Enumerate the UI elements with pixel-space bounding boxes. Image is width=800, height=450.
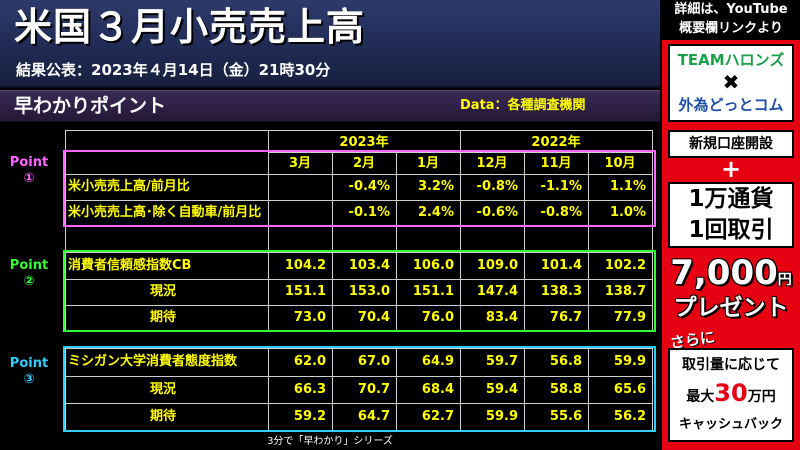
table-cell: 56.8 — [549, 354, 582, 369]
cashback-amount: 最大30万円 — [686, 379, 776, 407]
table-cell: 65.6 — [613, 382, 646, 397]
table-cell: 103.4 — [348, 258, 390, 273]
table-cell: 2.4% — [417, 205, 454, 220]
table-cell: 106.0 — [412, 258, 454, 273]
row-label-retail-ex-auto: 米小売売上高･除く自動車/前月比 — [68, 205, 262, 220]
table-cell: 58.8 — [549, 382, 582, 397]
table-cell: 83.4 — [485, 310, 518, 325]
table-cell: 73.0 — [293, 310, 326, 325]
table-cell: 64.9 — [421, 354, 454, 369]
cashback-line1: 取引量に応じて — [682, 357, 780, 373]
footer-series: 3分で「早わかり」シリーズ — [267, 436, 393, 447]
month-header: 1月 — [416, 156, 440, 171]
present-amount: 7,000円 — [670, 253, 792, 293]
header: 米国３月小売売上高 結果公表：2023年４月14日（金）21時30分 — [0, 0, 660, 88]
table-cell: 59.9 — [613, 354, 646, 369]
page-title: 米国３月小売売上高 — [14, 5, 366, 49]
collab-x-icon: ✖ — [722, 70, 740, 94]
brand-team: TEAMハロンズ — [677, 51, 785, 69]
table-cell: 1.0% — [609, 205, 646, 220]
brand-gaitame: 外為どっとコム — [678, 96, 784, 114]
table-cell: 55.6 — [549, 409, 582, 424]
table-cell: -0.4% — [348, 179, 390, 194]
table-cell: 70.4 — [357, 310, 390, 325]
new-account-box: 新規口座開設 — [668, 130, 794, 158]
table-cell: 68.4 — [421, 382, 454, 397]
table-cell: 76.7 — [549, 310, 582, 325]
condition-line1: 1万通貨 — [688, 186, 774, 212]
row-label-expectations: 期待 — [150, 310, 177, 325]
table-cell: 59.9 — [485, 409, 518, 424]
cashback-box: 取引量に応じて 最大30万円 キャッシュバック — [668, 348, 794, 442]
year-header-2023: 2023年 — [339, 135, 389, 150]
row-label-current: 現況 — [150, 382, 177, 397]
table-cell: 59.2 — [293, 409, 326, 424]
row-label-current: 現況 — [150, 284, 177, 299]
table-cell: 147.4 — [476, 284, 518, 299]
table-cell: 109.0 — [476, 258, 518, 273]
year-header-2022: 2022年 — [531, 135, 581, 150]
month-header: 2月 — [352, 156, 376, 171]
condition-line2: 1回取引 — [688, 217, 774, 243]
table-cell: 151.1 — [284, 284, 326, 299]
table-cell: 76.0 — [421, 310, 454, 325]
table-cell: 70.7 — [357, 382, 390, 397]
plus-icon: + — [720, 155, 742, 183]
month-header: 12月 — [476, 156, 508, 171]
table-cell: 1.1% — [609, 179, 646, 194]
table-cell: 59.4 — [485, 382, 518, 397]
table-cell: 138.3 — [540, 284, 582, 299]
table-cell: -0.6% — [476, 205, 518, 220]
month-header: 11月 — [540, 156, 572, 171]
point-3-box — [63, 346, 656, 432]
table-cell: -0.8% — [476, 179, 518, 194]
table-cell: 138.7 — [604, 284, 646, 299]
table-cell: 66.3 — [293, 382, 326, 397]
table-cell: 77.9 — [613, 310, 646, 325]
point-1-box — [63, 150, 656, 227]
table-cell: -0.8% — [540, 205, 582, 220]
release-date: 結果公表：2023年４月14日（金）21時30分 — [16, 61, 331, 79]
section-title: 早わかりポイント — [14, 95, 167, 117]
table-cell: 153.0 — [348, 284, 390, 299]
table-cell: 101.4 — [540, 258, 582, 273]
promo-top: 詳細は、YouTube 概要欄リンクより — [662, 0, 800, 40]
promo-top-line1: 詳細は、YouTube — [674, 2, 788, 17]
point-2-box — [63, 250, 656, 332]
point-3-label: Point ③ — [9, 356, 49, 387]
row-label-retail-sales: 米小売売上高/前月比 — [68, 179, 190, 194]
row-label-consumer-confidence: 消費者信頼感指数CB — [68, 258, 192, 273]
point-2-label: Point ② — [9, 258, 49, 289]
table-cell: 62.7 — [421, 409, 454, 424]
table-cell: 62.0 — [293, 354, 326, 369]
present-label: プレゼント — [673, 295, 789, 321]
table-cell: 104.2 — [284, 258, 326, 273]
table-cell: -1.1% — [540, 179, 582, 194]
section-bar: 早わかりポイント Data：各種調査機関 — [0, 90, 660, 122]
promo-top-line2: 概要欄リンクより — [679, 21, 783, 36]
table-cell: 102.2 — [604, 258, 646, 273]
table-cell: 56.2 — [613, 409, 646, 424]
row-label-michigan-sentiment: ミシガン大学消費者態度指数 — [68, 354, 238, 369]
table-cell: 3.2% — [417, 179, 454, 194]
brand-box[interactable]: TEAMハロンズ ✖ 外為どっとコム — [668, 44, 794, 122]
point-1-label: Point ① — [9, 155, 49, 186]
data-source: Data：各種調査機関 — [460, 98, 586, 113]
table-cell: 67.0 — [357, 354, 390, 369]
table-cell: -0.1% — [348, 205, 390, 220]
month-header: 10月 — [604, 156, 636, 171]
table-cell: 151.1 — [412, 284, 454, 299]
row-label-expectations: 期待 — [150, 409, 177, 424]
condition-box: 1万通貨 1回取引 — [668, 182, 794, 248]
month-header: 3月 — [288, 156, 312, 171]
cashback-line3: キャッシュバック — [678, 417, 783, 432]
table-cell: 64.7 — [357, 409, 390, 424]
table-cell: 59.7 — [485, 354, 518, 369]
